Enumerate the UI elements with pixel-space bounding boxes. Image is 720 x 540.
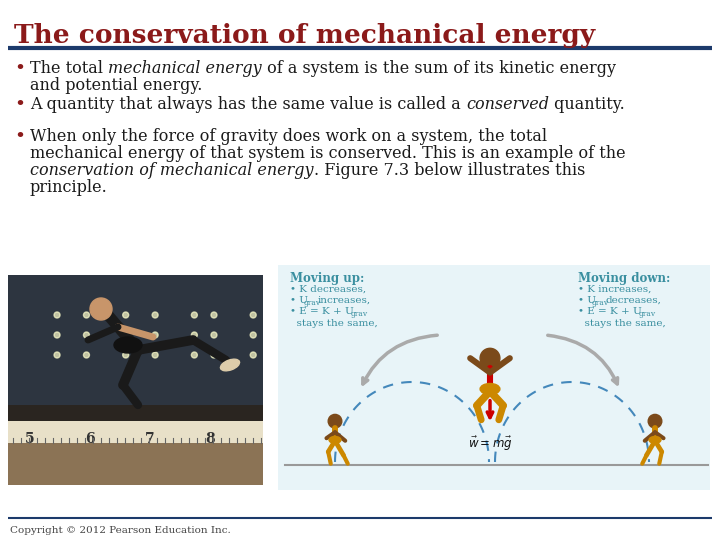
Circle shape — [250, 312, 256, 318]
Text: grav: grav — [351, 310, 368, 318]
FancyBboxPatch shape — [8, 275, 263, 405]
Text: Copyright © 2012 Pearson Education Inc.: Copyright © 2012 Pearson Education Inc. — [10, 526, 230, 535]
Circle shape — [122, 352, 129, 358]
FancyBboxPatch shape — [8, 275, 263, 485]
Ellipse shape — [329, 436, 341, 443]
Circle shape — [192, 352, 197, 358]
Text: • K increases,: • K increases, — [578, 285, 652, 294]
Text: • U: • U — [290, 296, 308, 305]
Circle shape — [211, 312, 217, 318]
Circle shape — [480, 348, 500, 368]
Text: •: • — [14, 128, 25, 146]
Text: The conservation of mechanical energy: The conservation of mechanical energy — [14, 23, 595, 48]
Circle shape — [54, 352, 60, 358]
Text: •: • — [14, 60, 25, 78]
Text: increases,: increases, — [318, 296, 371, 305]
Text: conserved: conserved — [466, 96, 549, 113]
Text: • U: • U — [578, 296, 596, 305]
Circle shape — [152, 312, 158, 318]
Circle shape — [84, 352, 89, 358]
Ellipse shape — [480, 383, 500, 395]
Text: quantity.: quantity. — [549, 96, 625, 113]
Text: Moving down:: Moving down: — [578, 272, 670, 285]
Text: $\vec{w} = m\vec{g}$: $\vec{w} = m\vec{g}$ — [468, 435, 513, 453]
Text: •: • — [14, 96, 25, 114]
Text: • K decreases,: • K decreases, — [290, 285, 366, 294]
Circle shape — [648, 414, 662, 428]
Text: of a system is the sum of its kinetic energy: of a system is the sum of its kinetic en… — [262, 60, 616, 77]
Text: • E = K + U: • E = K + U — [578, 307, 642, 316]
Text: . Figure 7.3 below illustrates this: . Figure 7.3 below illustrates this — [313, 162, 585, 179]
Ellipse shape — [220, 359, 240, 371]
Circle shape — [328, 414, 342, 428]
Text: 7: 7 — [145, 432, 155, 446]
Circle shape — [250, 352, 256, 358]
Circle shape — [54, 312, 60, 318]
Circle shape — [152, 352, 158, 358]
Circle shape — [84, 312, 89, 318]
Circle shape — [192, 312, 197, 318]
Circle shape — [152, 332, 158, 338]
FancyBboxPatch shape — [8, 421, 263, 443]
Text: stays the same,: stays the same, — [290, 319, 378, 328]
Circle shape — [192, 332, 197, 338]
Circle shape — [211, 332, 217, 338]
Circle shape — [54, 332, 60, 338]
Circle shape — [90, 298, 112, 320]
Text: grav: grav — [304, 299, 321, 307]
Circle shape — [250, 332, 256, 338]
Text: grav: grav — [592, 299, 609, 307]
Text: Moving up:: Moving up: — [290, 272, 364, 285]
Text: mechanical energy of that system is conserved. This is an example of the: mechanical energy of that system is cons… — [30, 145, 626, 162]
Text: principle.: principle. — [30, 179, 108, 196]
Text: When only the force of gravity does work on a system, the total: When only the force of gravity does work… — [30, 128, 547, 145]
Text: 5: 5 — [25, 432, 35, 446]
Text: conservation of mechanical energy: conservation of mechanical energy — [30, 162, 313, 179]
FancyBboxPatch shape — [8, 430, 263, 485]
Ellipse shape — [114, 337, 142, 353]
FancyBboxPatch shape — [278, 265, 710, 490]
Text: mechanical energy: mechanical energy — [108, 60, 262, 77]
Text: stays the same,: stays the same, — [578, 319, 666, 328]
Text: A quantity that always has the same value is called a: A quantity that always has the same valu… — [30, 96, 466, 113]
Text: and potential energy.: and potential energy. — [30, 77, 202, 94]
Text: 6: 6 — [85, 432, 95, 446]
Circle shape — [122, 332, 129, 338]
Circle shape — [122, 312, 129, 318]
Ellipse shape — [649, 436, 661, 443]
Circle shape — [84, 332, 89, 338]
Text: • E = K + U: • E = K + U — [290, 307, 354, 316]
Text: decreases,: decreases, — [606, 296, 662, 305]
Circle shape — [211, 352, 217, 358]
Text: The total: The total — [30, 60, 108, 77]
Text: grav: grav — [639, 310, 656, 318]
Text: 8: 8 — [205, 432, 215, 446]
